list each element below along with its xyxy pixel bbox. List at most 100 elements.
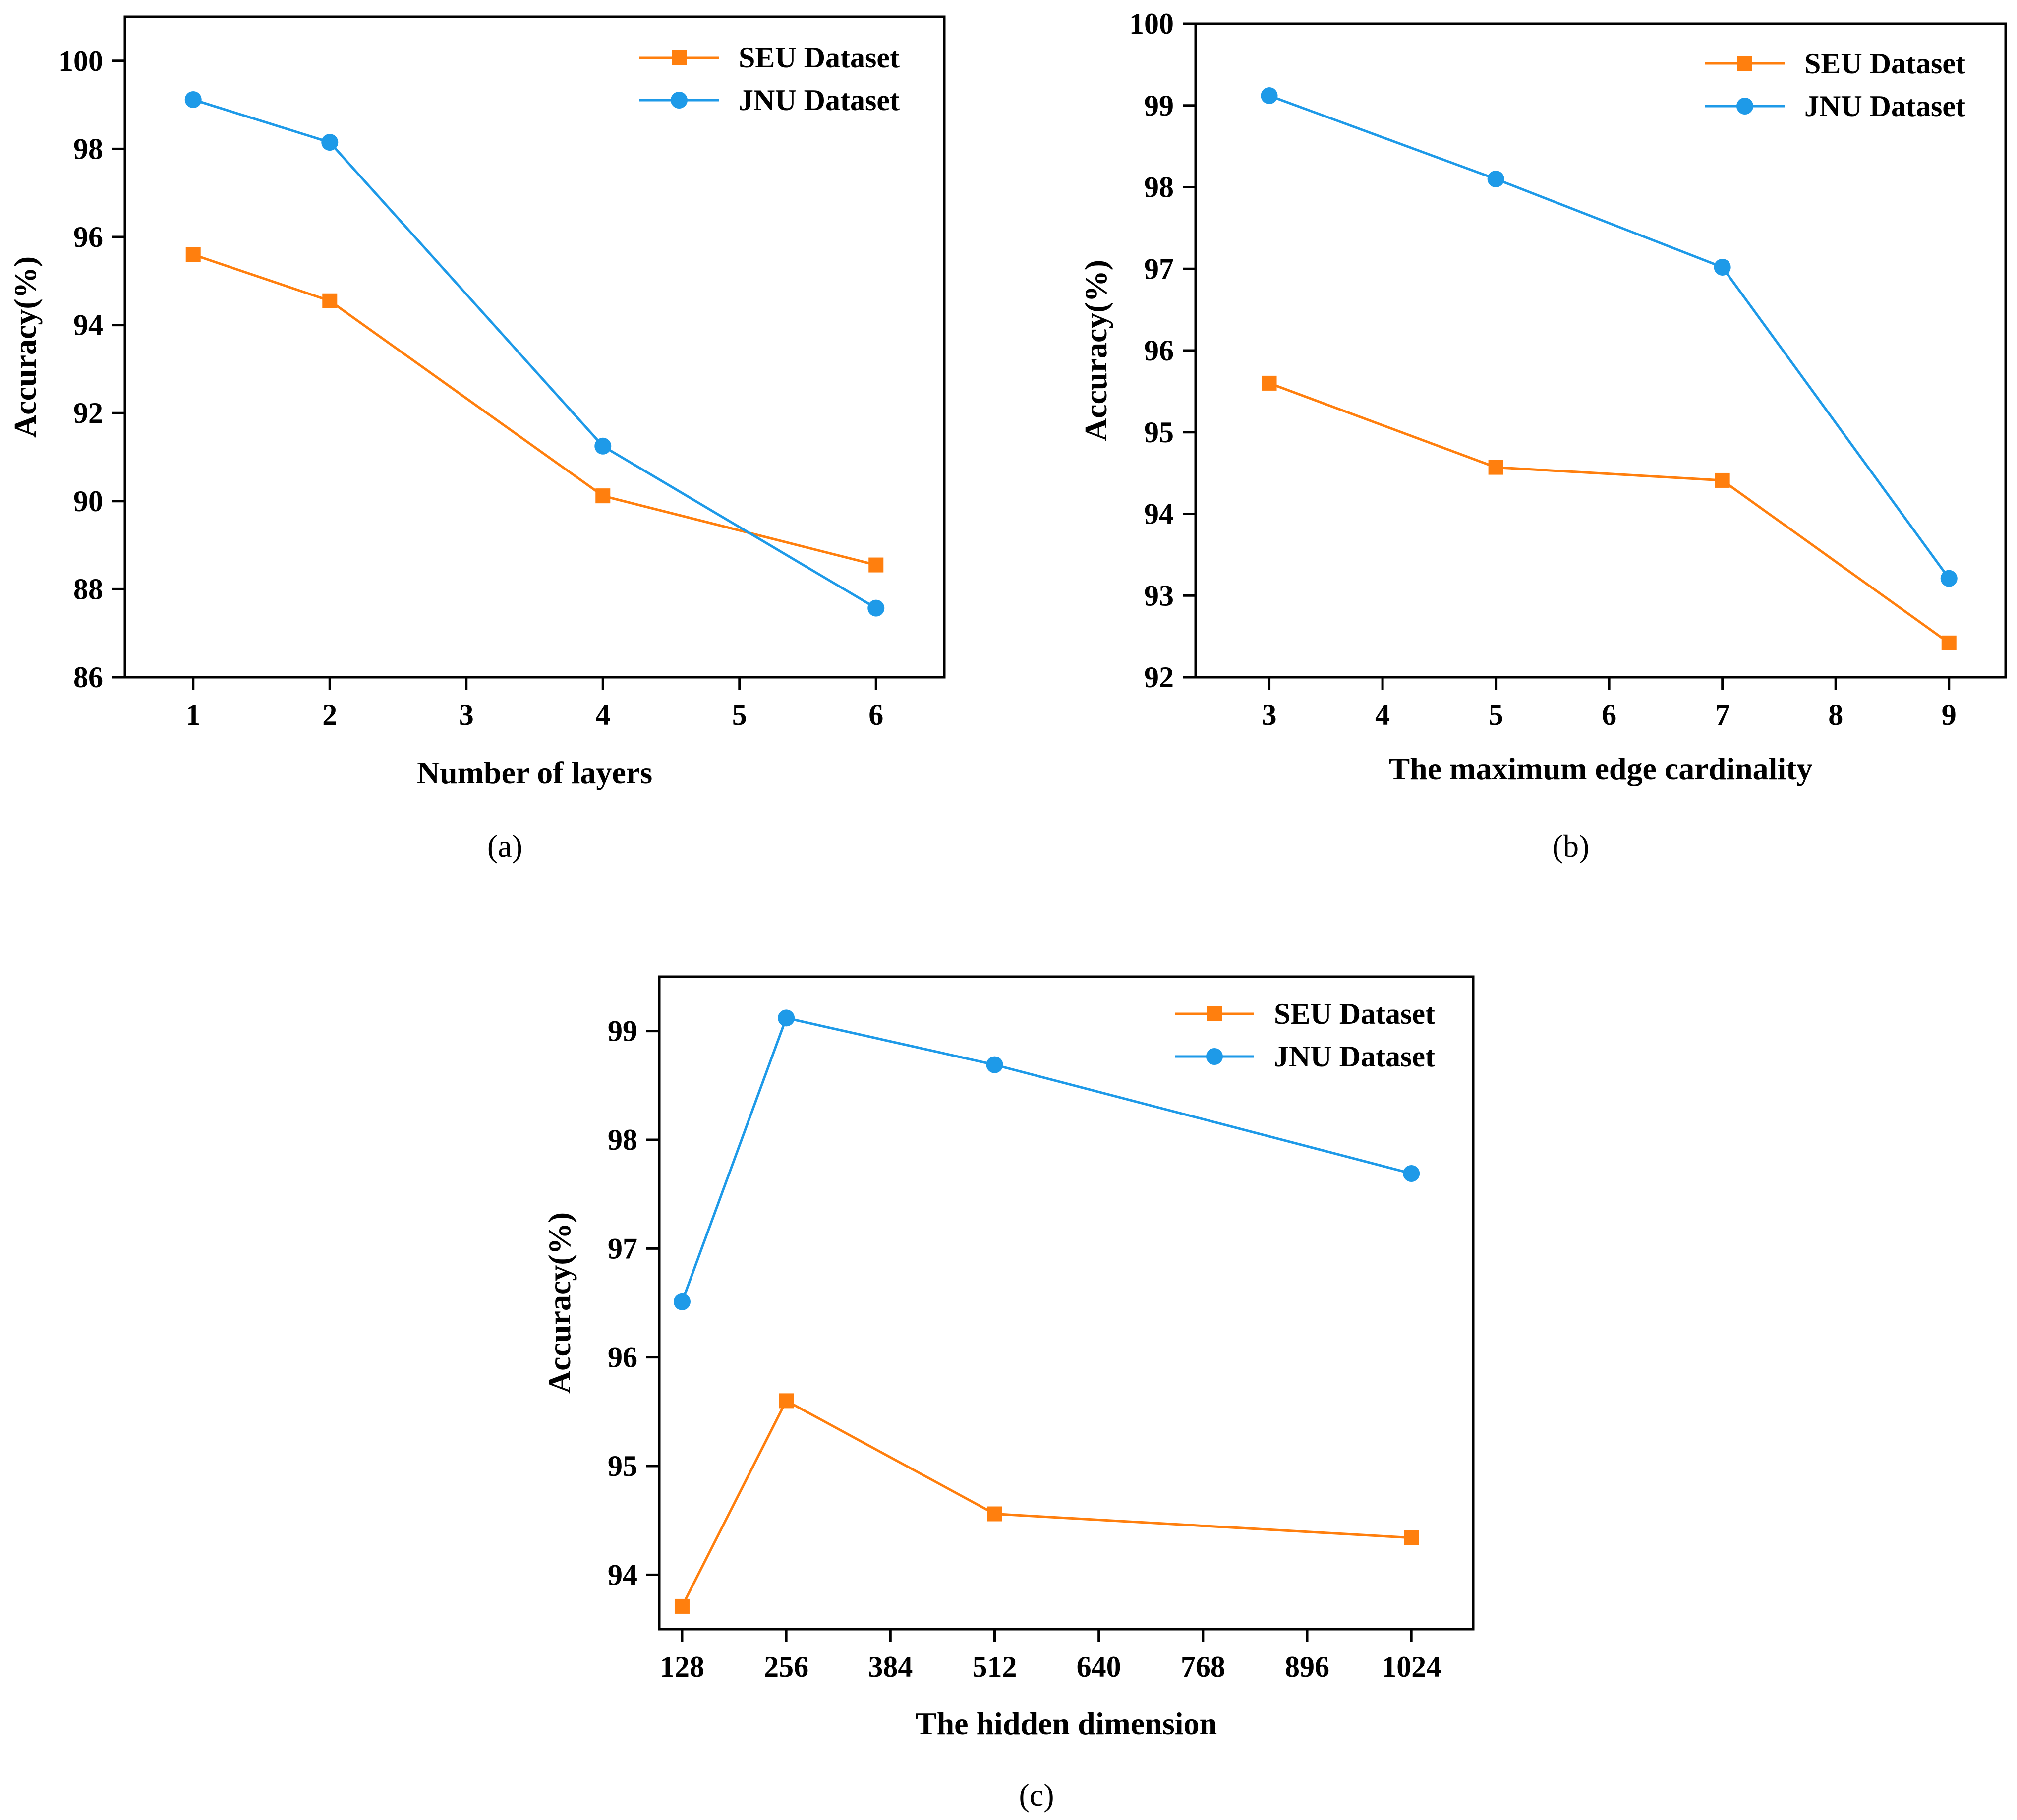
x-tick-label: 6 bbox=[868, 699, 883, 731]
data-point-jnu bbox=[867, 599, 885, 617]
x-tick-label: 8 bbox=[1828, 699, 1843, 731]
data-point-jnu bbox=[184, 91, 202, 108]
chart-caption: (c) bbox=[1019, 1777, 1054, 1813]
x-axis-title: The maximum edge cardinality bbox=[1388, 751, 1812, 786]
x-tick-label: 6 bbox=[1602, 699, 1616, 731]
x-tick-label: 3 bbox=[1262, 699, 1277, 731]
y-tick-label: 94 bbox=[608, 1558, 637, 1591]
x-tick-label: 256 bbox=[764, 1650, 808, 1683]
chart-b: 3 4 5 6 7 8 9 92 93 94 95 96 97 98 99 100 The maximum ed… bbox=[1078, 7, 2007, 864]
legend-marker-seu bbox=[1737, 56, 1752, 71]
chart-a: 1 2 3 4 5 6 86 88 90 92 94 96 98 100 Number of layers A… bbox=[7, 15, 946, 864]
x-tick-label: 896 bbox=[1285, 1650, 1329, 1683]
x-tick-label: 2 bbox=[322, 699, 337, 731]
data-point-seu bbox=[674, 1598, 690, 1614]
data-point-jnu bbox=[1261, 87, 1278, 104]
data-point-seu bbox=[779, 1393, 794, 1409]
x-tick-label: 768 bbox=[1181, 1650, 1225, 1683]
x-tick-label: 5 bbox=[1489, 699, 1503, 731]
y-axis-title: Accuracy(%) bbox=[7, 256, 43, 438]
y-tick-label: 96 bbox=[73, 221, 103, 253]
y-tick-label: 98 bbox=[608, 1123, 637, 1156]
chart-caption: (a) bbox=[487, 828, 522, 864]
data-point-jnu bbox=[778, 1009, 795, 1027]
legend-marker-jnu bbox=[671, 92, 688, 109]
plot-frame bbox=[123, 15, 946, 679]
y-tick-label: 92 bbox=[73, 397, 103, 429]
data-point-jnu bbox=[1403, 1165, 1420, 1182]
series-line-jnu bbox=[1268, 94, 1950, 580]
y-tick-label: 97 bbox=[608, 1232, 637, 1265]
chart-caption: (b) bbox=[1553, 828, 1590, 864]
data-point-seu bbox=[1404, 1530, 1419, 1545]
x-tick-label: 5 bbox=[732, 699, 747, 731]
x-tick-label: 384 bbox=[868, 1650, 913, 1683]
data-point-seu bbox=[987, 1506, 1002, 1522]
legend-marker-seu bbox=[672, 50, 687, 65]
legend-label-jnu: JNU Dataset bbox=[1274, 1040, 1435, 1073]
legend-label-seu: SEU Dataset bbox=[1274, 998, 1435, 1030]
y-tick-label: 92 bbox=[1144, 661, 1174, 694]
x-tick-label: 1024 bbox=[1382, 1650, 1441, 1683]
series-line-seu bbox=[1268, 382, 1950, 644]
x-tick-label: 7 bbox=[1715, 699, 1730, 731]
data-point-jnu bbox=[321, 134, 339, 151]
series-line-seu bbox=[681, 1399, 1412, 1607]
series-line-jnu bbox=[193, 98, 877, 609]
x-axis-title: Number of layers bbox=[417, 755, 652, 790]
data-point-seu bbox=[185, 247, 201, 262]
y-tick-label: 88 bbox=[73, 573, 103, 605]
y-tick-label: 96 bbox=[608, 1341, 637, 1374]
legend-marker-jnu bbox=[1736, 98, 1753, 115]
legend-label-seu: SEU Dataset bbox=[1804, 47, 1965, 80]
legend-marker-jnu bbox=[1206, 1048, 1223, 1065]
y-tick-label: 95 bbox=[1144, 416, 1174, 449]
legend-marker-seu bbox=[1207, 1006, 1222, 1021]
x-tick-label: 4 bbox=[595, 699, 610, 731]
y-tick-label: 86 bbox=[73, 661, 103, 694]
plot-frame bbox=[658, 975, 1475, 1631]
y-tick-label: 90 bbox=[73, 485, 103, 518]
y-tick-label: 98 bbox=[1144, 171, 1174, 204]
data-point-seu bbox=[322, 293, 338, 308]
data-point-seu bbox=[1488, 460, 1503, 475]
y-tick-label: 100 bbox=[1129, 7, 1174, 40]
data-point-jnu bbox=[1940, 570, 1958, 587]
chart-c: 128 256 384 512 640 768 896 1024 94 95 96 97 98 99 The… bbox=[542, 975, 1475, 1813]
x-tick-label: 3 bbox=[459, 699, 474, 731]
series-line-seu bbox=[192, 253, 876, 566]
data-point-seu bbox=[1715, 472, 1730, 488]
x-tick-label: 128 bbox=[660, 1650, 704, 1683]
data-point-jnu bbox=[1487, 171, 1504, 188]
x-axis-title: The hidden dimension bbox=[916, 1706, 1217, 1741]
y-tick-label: 95 bbox=[608, 1450, 637, 1482]
legend-label-seu: SEU Dataset bbox=[739, 41, 900, 74]
x-tick-label: 512 bbox=[973, 1650, 1017, 1683]
x-tick-label: 9 bbox=[1942, 699, 1957, 731]
y-tick-label: 100 bbox=[58, 45, 103, 77]
y-axis-title: Accuracy(%) bbox=[1078, 260, 1113, 441]
y-tick-label: 99 bbox=[1144, 89, 1174, 122]
data-point-seu bbox=[868, 557, 884, 573]
y-axis-title: Accuracy(%) bbox=[542, 1212, 577, 1394]
data-point-seu bbox=[1262, 375, 1277, 391]
x-tick-label: 4 bbox=[1375, 699, 1390, 731]
y-tick-label: 99 bbox=[608, 1015, 637, 1048]
x-tick-label: 640 bbox=[1077, 1650, 1121, 1683]
data-point-seu bbox=[595, 488, 611, 504]
data-point-jnu bbox=[673, 1293, 691, 1310]
y-tick-label: 96 bbox=[1144, 334, 1174, 367]
y-tick-label: 94 bbox=[73, 309, 103, 342]
y-tick-label: 97 bbox=[1144, 252, 1174, 285]
y-tick-label: 98 bbox=[73, 132, 103, 165]
series-line-jnu bbox=[681, 1016, 1412, 1302]
legend-label-jnu: JNU Dataset bbox=[739, 84, 900, 117]
data-point-jnu bbox=[594, 437, 612, 455]
legend-label-jnu: JNU Dataset bbox=[1804, 90, 1965, 122]
x-tick-label: 1 bbox=[186, 699, 201, 731]
y-tick-label: 94 bbox=[1144, 498, 1174, 530]
y-tick-label: 93 bbox=[1144, 579, 1174, 612]
data-point-jnu bbox=[986, 1056, 1003, 1073]
data-point-seu bbox=[1941, 635, 1957, 650]
